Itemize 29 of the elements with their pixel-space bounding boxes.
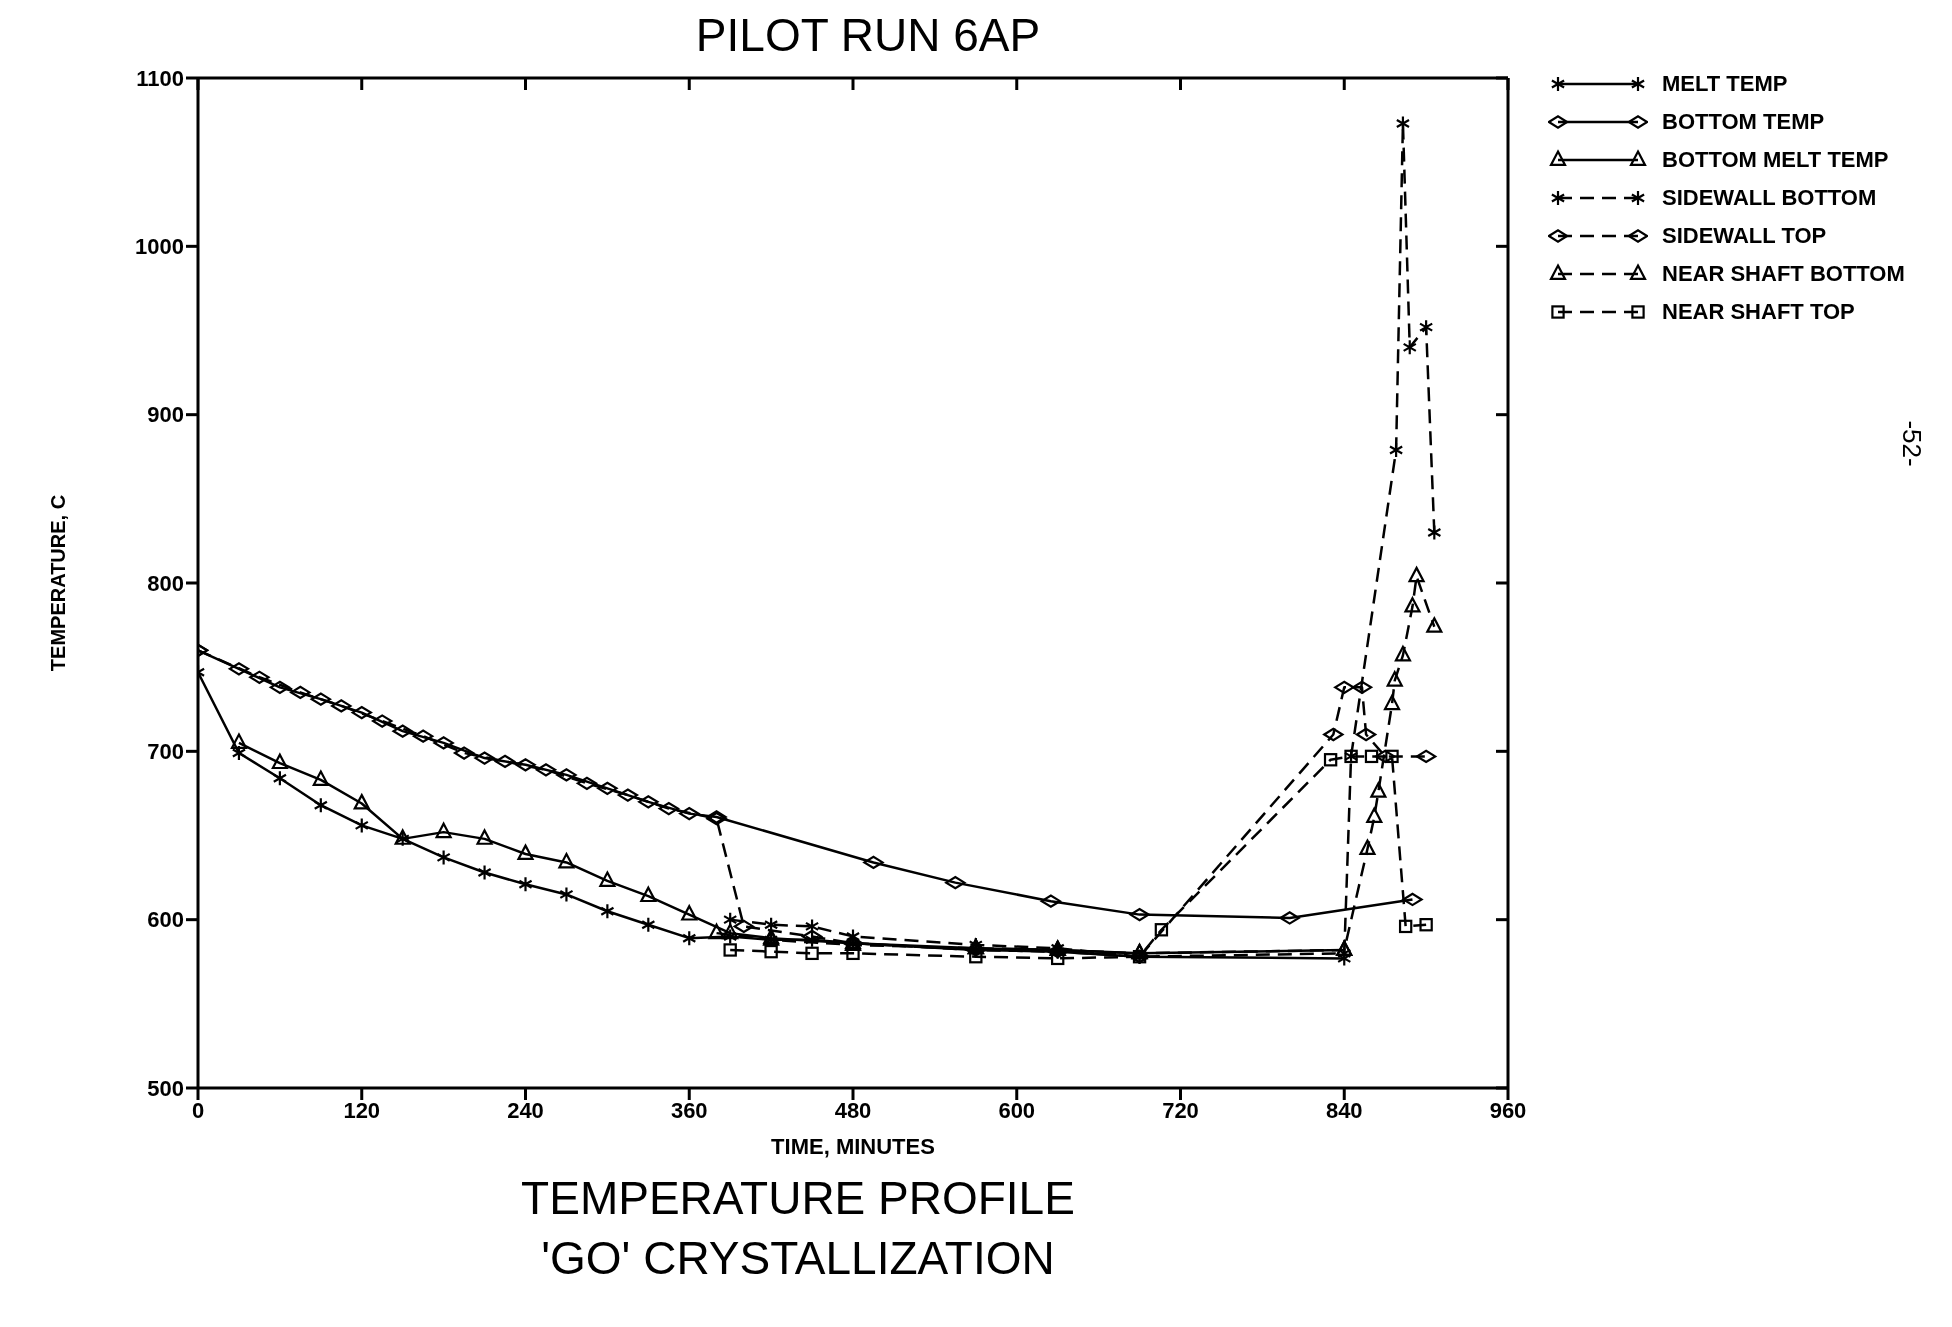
legend-label: BOTTOM MELT TEMP — [1662, 147, 1889, 173]
y-tick-label: 1100 — [136, 65, 184, 91]
y-tick-label: 1000 — [135, 234, 184, 260]
x-tick-label: 480 — [834, 1097, 872, 1123]
x-tick-label: 600 — [998, 1097, 1036, 1123]
x-tick-label: 840 — [1325, 1097, 1363, 1123]
legend-label: BOTTOM TEMP — [1662, 109, 1825, 135]
y-tick-label: 900 — [147, 402, 184, 428]
x-tick-label: 720 — [1162, 1097, 1199, 1123]
x-tick-label: 0 — [191, 1097, 205, 1123]
text: 'GO' CRYSTALLIZATION — [540, 1231, 1056, 1286]
legend-label: MELT TEMP — [1662, 71, 1788, 97]
x-tick-label: 240 — [507, 1097, 544, 1123]
y-tick-label: 700 — [147, 739, 184, 765]
text: -52- — [1895, 420, 1927, 467]
legend-label: NEAR SHAFT BOTTOM — [1662, 261, 1905, 287]
y-axis-title: TEMPERATURE, C — [47, 494, 70, 672]
y-tick-label: 800 — [147, 570, 184, 596]
x-tick-label: 360 — [670, 1097, 708, 1123]
text: TEMPERATURE PROFILE — [520, 1171, 1076, 1226]
legend-label: SIDEWALL BOTTOM — [1662, 185, 1877, 211]
legend-label: SIDEWALL TOP — [1662, 223, 1827, 249]
legend-label: NEAR SHAFT TOP — [1662, 299, 1855, 325]
x-axis-title: TIME, MINUTES — [771, 1134, 935, 1159]
x-tick-label: 960 — [1489, 1097, 1527, 1123]
y-tick-label: 500 — [147, 1075, 184, 1101]
x-tick-label: 120 — [343, 1097, 381, 1123]
chart-title: PILOT RUN 6AP — [695, 9, 1041, 61]
y-tick-label: 600 — [147, 907, 184, 933]
